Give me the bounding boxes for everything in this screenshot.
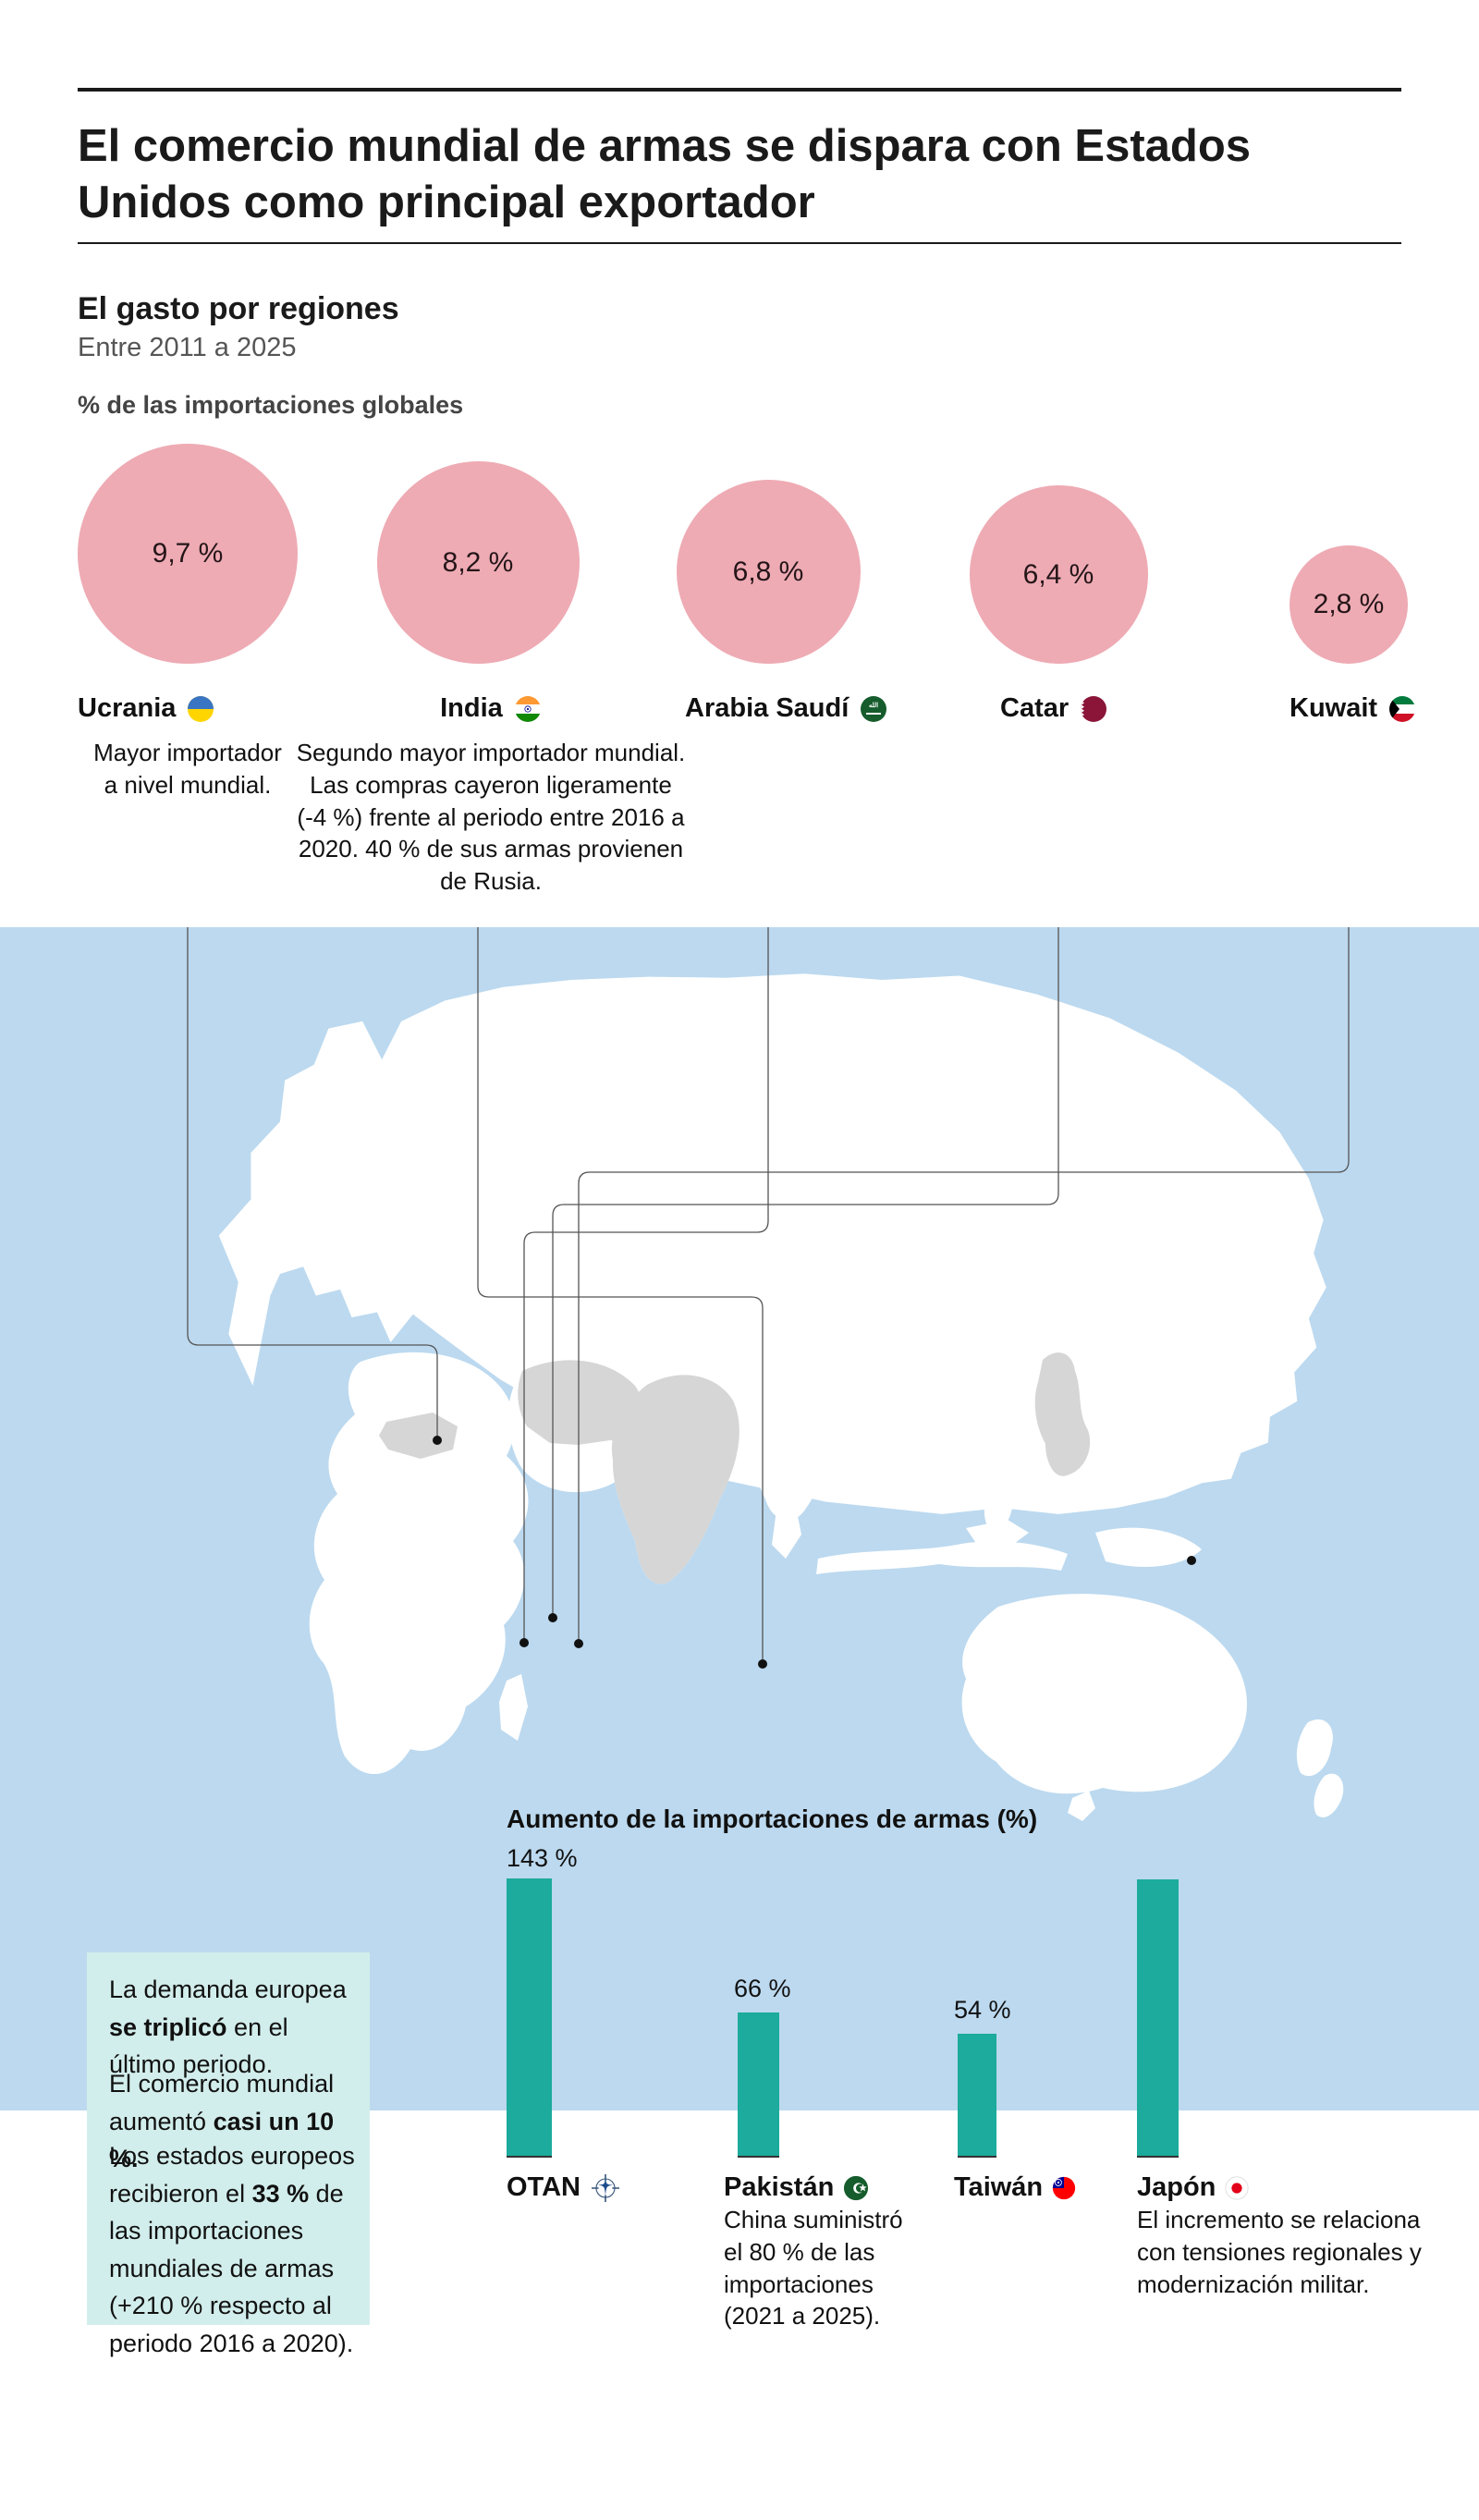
svg-text:الله: الله xyxy=(869,702,878,709)
